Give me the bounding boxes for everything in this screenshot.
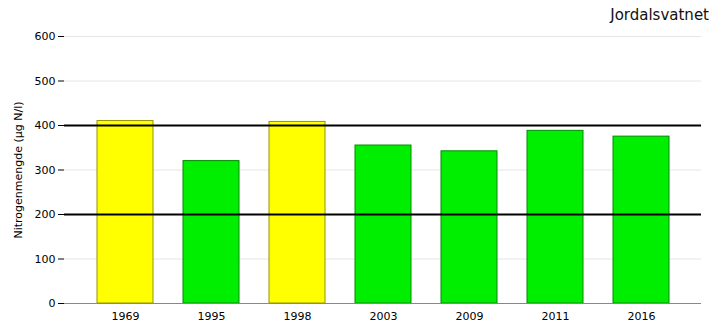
svg-text:300: 300 [35,164,56,177]
svg-text:100: 100 [35,253,56,266]
svg-text:2011: 2011 [542,310,570,323]
svg-text:2003: 2003 [370,310,398,323]
svg-text:1995: 1995 [198,310,226,323]
svg-text:2016: 2016 [628,310,656,323]
svg-text:500: 500 [35,75,56,88]
svg-text:Nitrogenmengde (µg N/l): Nitrogenmengde (µg N/l) [12,101,25,238]
svg-text:0: 0 [49,297,56,310]
svg-text:400: 400 [35,119,56,132]
svg-text:200: 200 [35,208,56,221]
svg-text:600: 600 [35,30,56,43]
svg-text:1998: 1998 [284,310,312,323]
html-text:Jordalsvatnet: Jordalsvatnet [610,6,709,24]
svg-text:1969: 1969 [112,310,140,323]
svg-text:2009: 2009 [456,310,484,323]
